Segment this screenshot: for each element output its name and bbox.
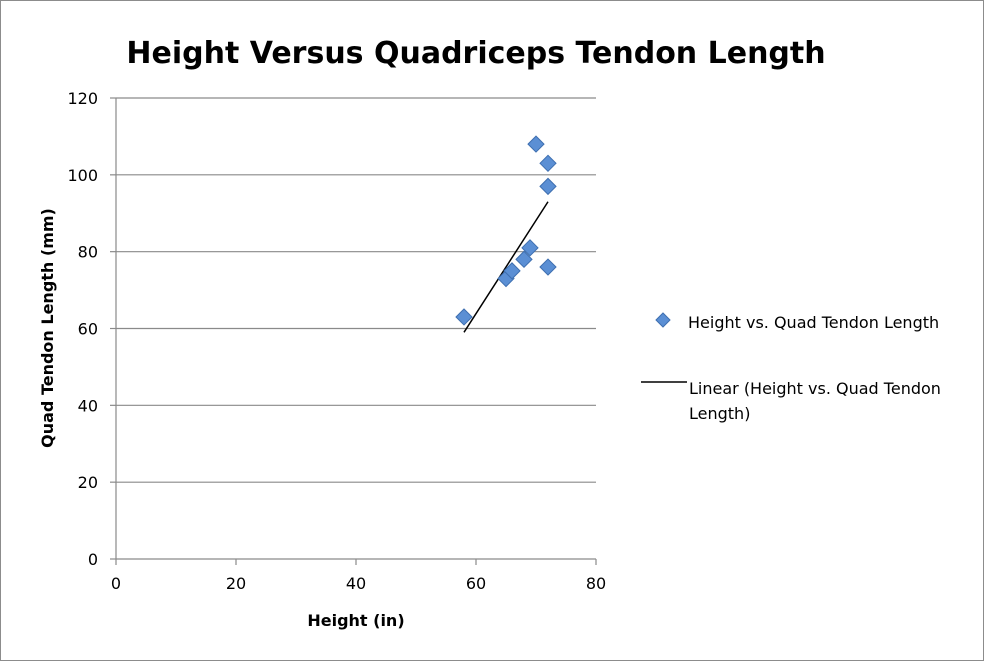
gridlines (116, 97, 596, 483)
legend-series-label: Height vs. Quad Tendon Length (688, 313, 939, 332)
x-tick-label: 20 (226, 574, 246, 593)
legend: Height vs. Quad Tendon Length Linear (He… (641, 312, 941, 423)
x-tick-label: 60 (466, 574, 486, 593)
data-point (539, 177, 557, 196)
data-point (503, 262, 521, 280)
data-point (497, 269, 515, 288)
data-point (527, 135, 545, 153)
data-point (515, 250, 533, 269)
y-tick-label: 0 (88, 550, 98, 569)
data-points (455, 135, 557, 326)
x-tick-label: 0 (111, 574, 121, 593)
trendline-layer (463, 201, 549, 333)
x-tick-label: 40 (346, 574, 366, 593)
y-tick-label: 120 (67, 89, 98, 108)
y-tick-label: 40 (78, 396, 98, 415)
chart-title: Height Versus Quadriceps Tendon Length (126, 36, 825, 71)
y-tick-label: 20 (78, 473, 98, 492)
axes (110, 97, 597, 565)
y-tick-label: 100 (67, 166, 98, 185)
tick-labels: 0 20 40 60 80 100 120 0 20 40 60 80 (67, 89, 606, 593)
legend-trendline-label-line2: Length) (689, 404, 750, 423)
data-point (539, 258, 557, 276)
legend-trendline-label-line1: Linear (Height vs. Quad Tendon (689, 379, 941, 398)
y-axis-title: Quad Tendon Length (mm) (38, 208, 57, 448)
data-point (521, 239, 539, 257)
y-tick-label: 80 (78, 243, 98, 262)
data-point (455, 308, 473, 326)
x-tick-label: 80 (586, 574, 606, 593)
legend-marker-diamond-icon (655, 312, 671, 328)
y-tick-label: 60 (78, 320, 98, 339)
x-axis-title: Height (in) (307, 611, 404, 630)
linear-trendline (463, 201, 549, 333)
data-point (539, 154, 557, 173)
